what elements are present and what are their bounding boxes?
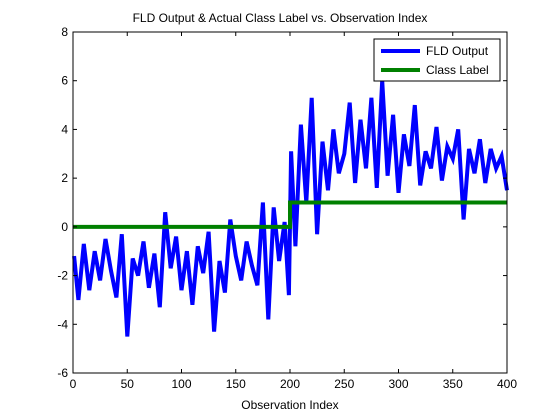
y-tick-label: 6	[61, 74, 68, 88]
chart-title: FLD Output & Actual Class Label vs. Obse…	[133, 11, 428, 25]
y-tick-label: -4	[57, 317, 68, 331]
y-tick-label: 8	[61, 25, 68, 39]
x-tick-label: 400	[497, 377, 517, 391]
x-axis-label: Observation Index	[241, 398, 338, 412]
legend: FLD Output Class Label	[374, 39, 500, 81]
legend-label-class-label: Class Label	[426, 63, 489, 77]
x-tick-label: 200	[280, 377, 300, 391]
legend-label-fld-output: FLD Output	[426, 44, 489, 58]
y-tick-label: -6	[57, 366, 68, 380]
y-tick-label: -2	[57, 269, 68, 283]
x-tick-label: 100	[171, 377, 191, 391]
y-tick-label: 0	[61, 220, 68, 234]
x-tick-label: 150	[226, 377, 246, 391]
x-tick-label: 250	[334, 377, 354, 391]
x-tick-label: 300	[388, 377, 408, 391]
x-tick-label: 0	[70, 377, 77, 391]
y-tick-label: 4	[61, 122, 68, 136]
x-tick-label: 350	[443, 377, 463, 391]
y-tick-label: 2	[61, 171, 68, 185]
x-tick-label: 50	[121, 377, 135, 391]
